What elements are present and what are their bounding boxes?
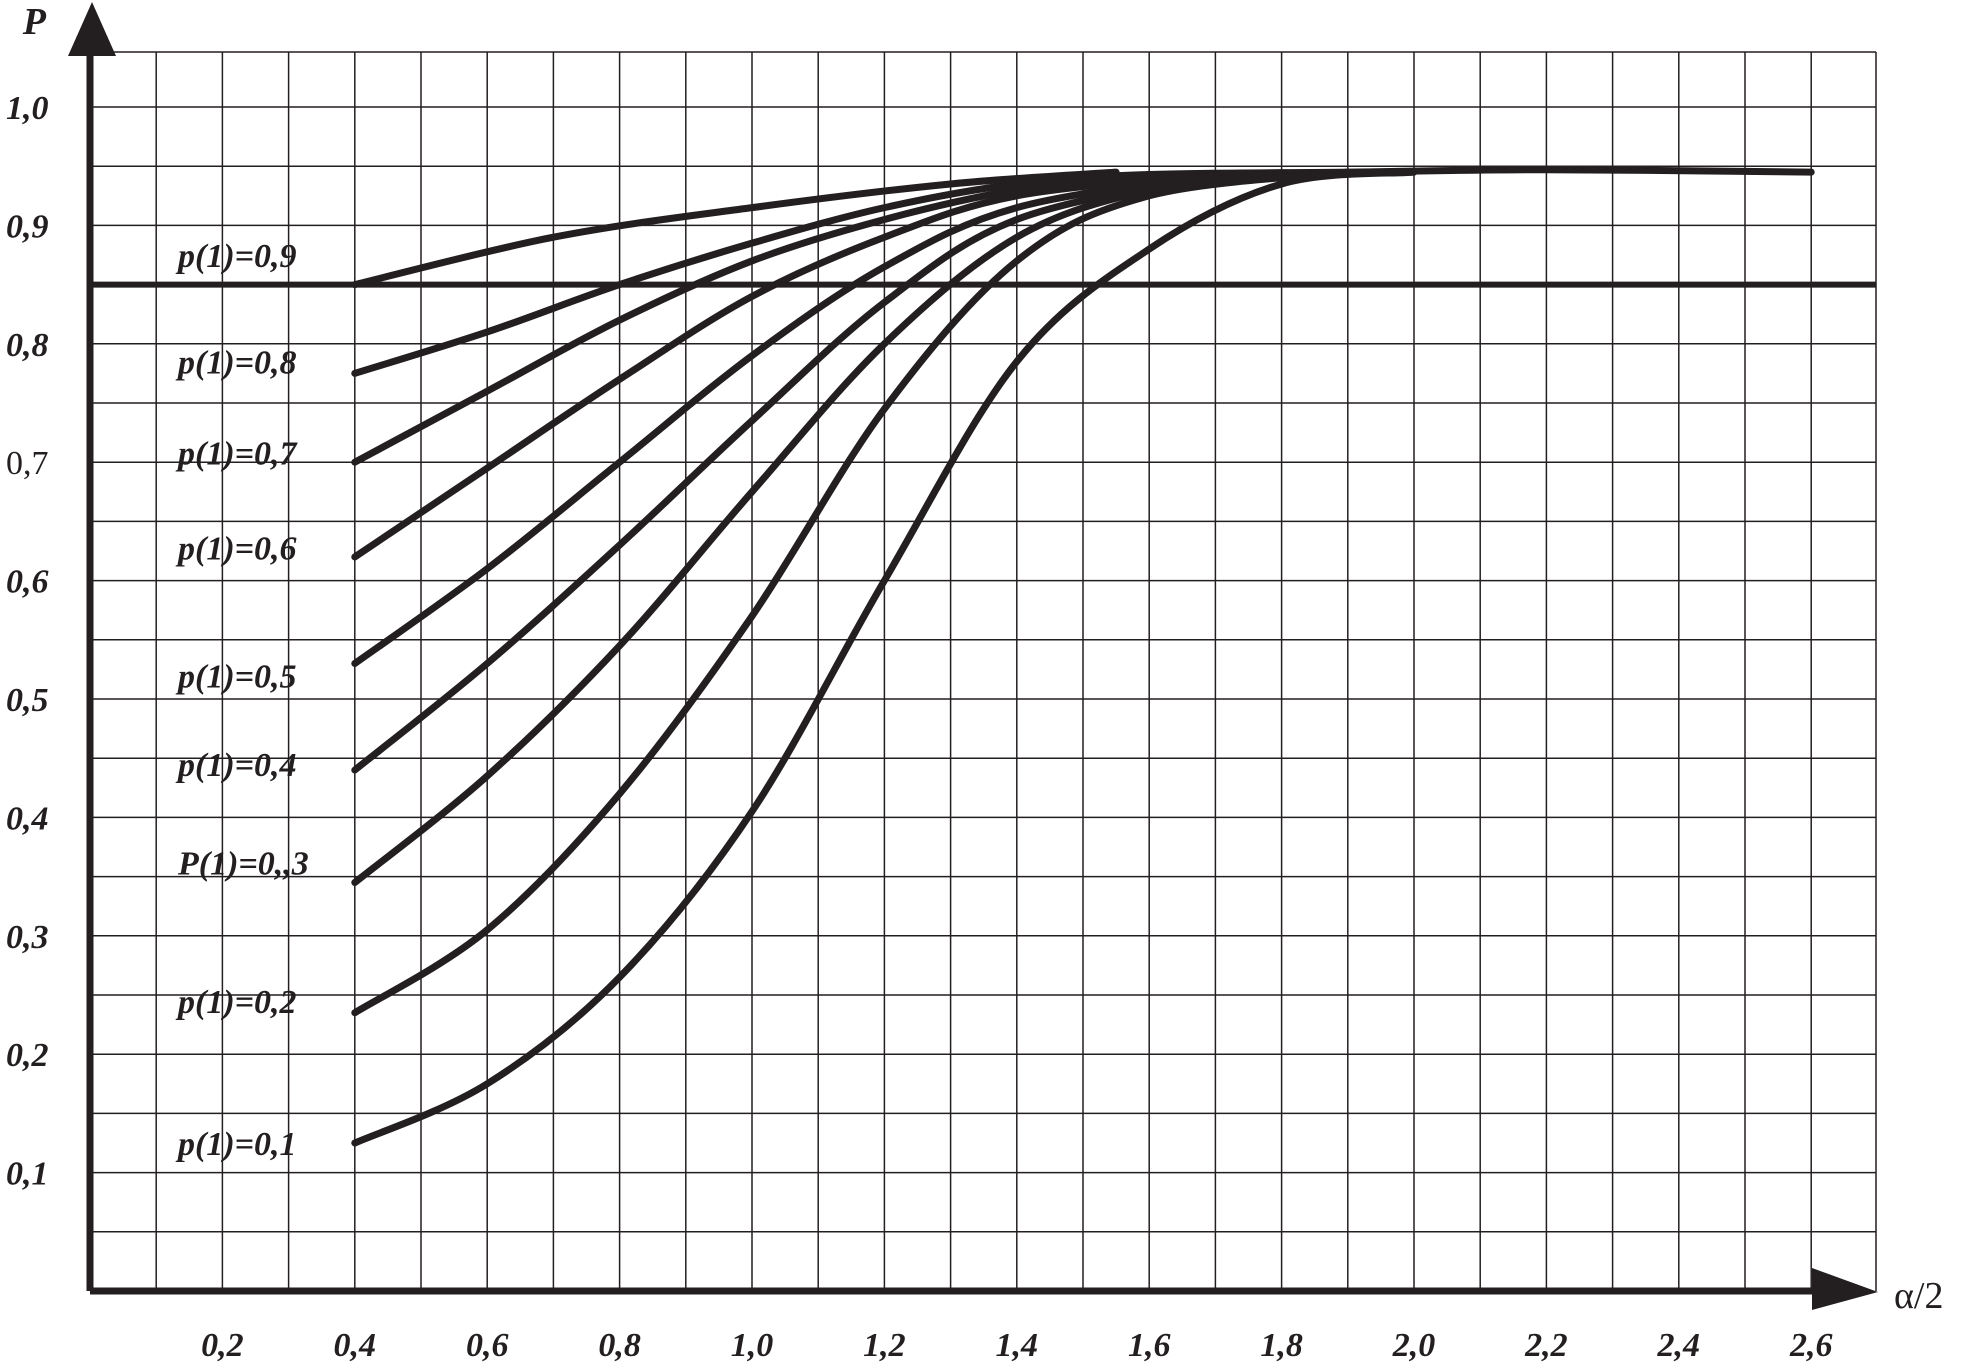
series-line <box>351 170 1219 774</box>
y-tick-label: 0,8 <box>6 327 49 364</box>
y-tick-label: 0,6 <box>6 564 49 601</box>
series-line <box>351 168 1352 1017</box>
series-line <box>351 170 1153 466</box>
y-tick-label: 0,1 <box>6 1156 49 1193</box>
y-axis-title: P <box>22 1 47 43</box>
curves <box>351 166 1815 1147</box>
x-axis-title: α/2 <box>1894 1275 1943 1317</box>
y-tick-label: 0,3 <box>6 919 49 956</box>
series-line <box>351 168 1418 1147</box>
series-line <box>351 166 1815 377</box>
y-axis-arrowhead <box>68 2 116 56</box>
series-label: p(1)=0,5 <box>175 658 297 695</box>
x-tick-label: 1,6 <box>1128 1327 1171 1364</box>
series-label: p(1)=0,9 <box>175 238 297 275</box>
y-tick-label: 0,5 <box>6 682 49 719</box>
x-tick-label: 2,2 <box>1524 1327 1568 1364</box>
series-label: P(1)=0,,3 <box>177 845 309 882</box>
x-tick-label: 0,4 <box>334 1327 377 1364</box>
x-tick-label: 0,8 <box>598 1327 641 1364</box>
curve-labels: p(1)=0,9 p(1)=0,8 p(1)=0,7 p(1)=0,6 p(1)=0,5… <box>175 238 309 1163</box>
series-label: p(1)=0,4 <box>175 747 297 784</box>
series-line <box>351 170 1219 667</box>
series-line <box>351 168 1120 289</box>
x-tick-labels: 0,2 0,4 0,6 0,8 1,0 1,2 1,4 1,6 1,8 2,0 2,2 2,4 2,6 <box>201 1327 1832 1364</box>
series-label: p(1)=0,1 <box>175 1126 297 1163</box>
x-tick-label: 1,4 <box>996 1327 1039 1364</box>
x-tick-label: 2,4 <box>1657 1327 1701 1364</box>
x-tick-label: 0,2 <box>201 1327 244 1364</box>
x-tick-label: 1,0 <box>731 1327 774 1364</box>
y-tick-label: 0,9 <box>6 208 49 245</box>
series-label: p(1)=0,8 <box>175 345 297 382</box>
y-tick-label: 0,2 <box>6 1037 49 1074</box>
series-label: p(1)=0,6 <box>175 530 297 567</box>
x-tick-label: 1,8 <box>1260 1327 1303 1364</box>
grid <box>90 51 1877 1291</box>
series-line <box>351 170 1286 887</box>
x-axis-arrowhead <box>1812 1268 1878 1310</box>
series-label: p(1)=0,2 <box>175 984 297 1021</box>
x-tick-label: 2,6 <box>1789 1327 1833 1364</box>
series-line <box>351 170 1219 561</box>
x-tick-label: 1,2 <box>863 1327 906 1364</box>
x-tick-label: 0,6 <box>466 1327 509 1364</box>
series-label: p(1)=0,7 <box>175 436 299 473</box>
y-tick-label: 0,4 <box>6 800 49 837</box>
axes <box>68 2 1878 1310</box>
x-tick-label: 2,0 <box>1392 1327 1436 1364</box>
y-tick-label: 1,0 <box>6 90 49 127</box>
y-tick-label: 0,7 <box>6 445 49 482</box>
y-tick-labels: 0,1 0,2 0,3 0,4 0,5 0,6 0,7 0,8 0,9 1,0 <box>6 90 49 1193</box>
